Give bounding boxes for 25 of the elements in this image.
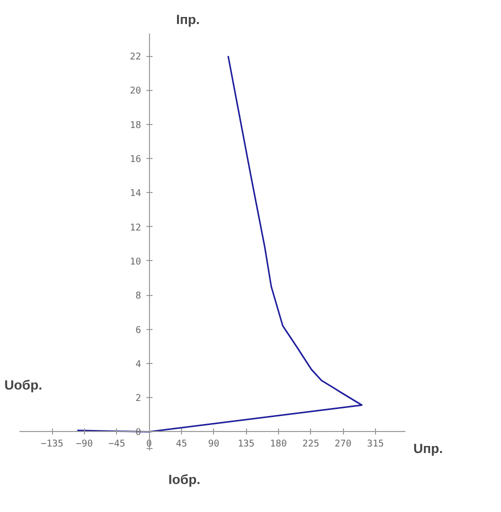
x-tick-label: 135 (238, 438, 255, 450)
y-tick-label: 8 (136, 290, 142, 302)
x-tick-label: 90 (208, 438, 220, 450)
y-tick-label: 20 (130, 86, 142, 97)
x-tick-label: 180 (270, 438, 288, 450)
y-tick-label: 18 (130, 120, 142, 131)
y-tick-label: 22 (130, 52, 142, 63)
y-tick-label: 16 (130, 154, 142, 165)
x-tick-label: −45 (108, 438, 126, 450)
x-tick-label: 270 (334, 438, 352, 450)
x-tick-label: −90 (76, 438, 94, 450)
y-tick-label: 12 (130, 222, 142, 234)
y-tick-label: 4 (136, 358, 142, 370)
y-tick-label: 14 (130, 188, 142, 200)
text: Iобр. (168, 472, 200, 488)
y-tick-label: 2 (136, 393, 142, 404)
y-axis-title: Iпр. (176, 12, 200, 27)
x-axis-title: Uпр. (413, 440, 443, 456)
annotation: Uобр. (4, 378, 42, 393)
x-tick-label: 315 (367, 438, 384, 450)
x-tick-label: 225 (302, 438, 320, 450)
y-tick-label: 10 (130, 256, 142, 268)
x-tick-label: 45 (176, 438, 188, 450)
y-tick-label: 6 (136, 324, 142, 336)
x-tick-label: −135 (40, 438, 64, 450)
